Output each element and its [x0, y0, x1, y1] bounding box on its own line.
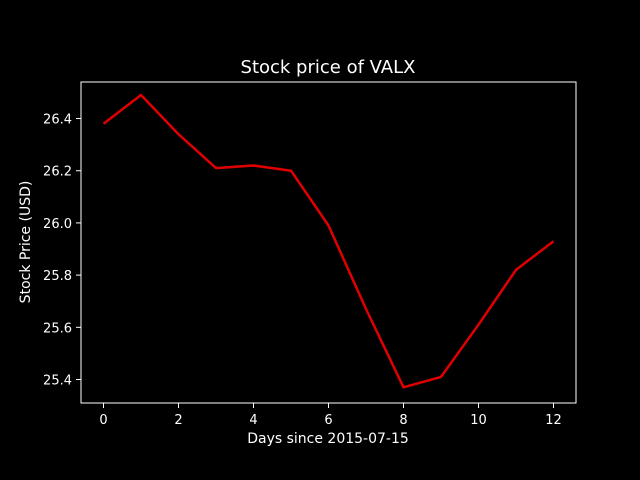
x-tick-label: 12	[545, 413, 562, 428]
x-axis-label: Days since 2015-07-15	[247, 431, 409, 447]
x-axis-ticks: 0 2 4 6 8 10 12	[99, 403, 562, 428]
y-tick-label: 26.0	[43, 217, 72, 232]
series-layer	[102, 93, 555, 389]
y-tick-label: 25.6	[43, 321, 72, 336]
y-tick-label: 26.4	[43, 113, 72, 128]
y-axis-label: Stock Price (USD)	[18, 181, 34, 304]
series-line-0	[102, 93, 555, 389]
plot-area-frame	[80, 81, 577, 404]
y-tick-label: 25.8	[43, 269, 72, 284]
x-tick-label: 4	[249, 413, 257, 428]
y-tick-label: 25.4	[43, 374, 72, 389]
y-tick-label: 26.2	[43, 165, 72, 180]
x-tick-label: 8	[399, 413, 407, 428]
x-tick-label: 2	[174, 413, 182, 428]
chart-title: Stock price of VALX	[241, 57, 416, 78]
y-axis-ticks: 25.4 25.6 25.8 26.0 26.2 26.4	[43, 113, 81, 389]
x-tick-label: 6	[324, 413, 332, 428]
x-tick-label: 0	[99, 413, 107, 428]
x-tick-label: 10	[470, 413, 487, 428]
